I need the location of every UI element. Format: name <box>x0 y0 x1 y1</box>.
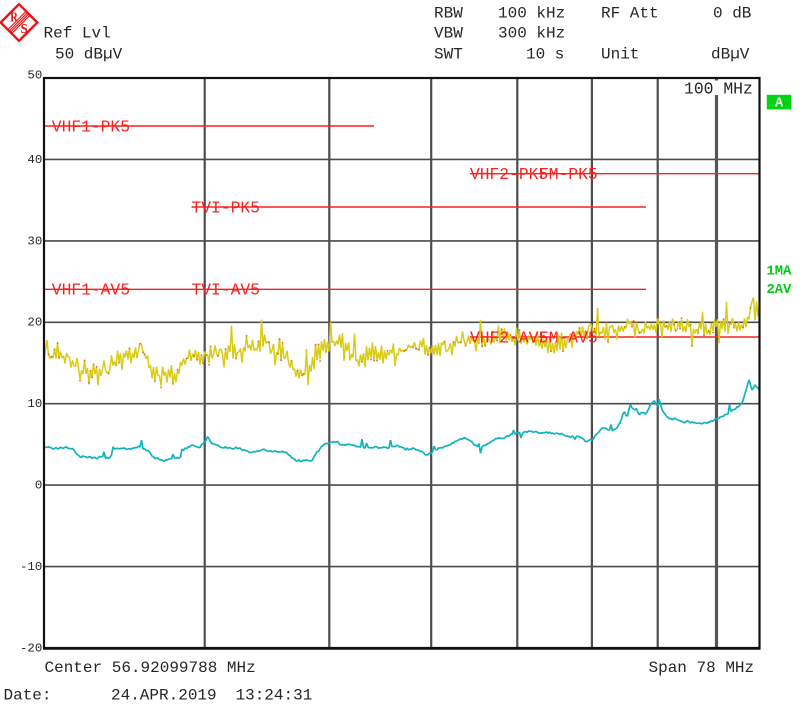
svg-text:2AV: 2AV <box>767 283 793 298</box>
svg-text:10: 10 <box>27 397 42 411</box>
svg-text:40: 40 <box>27 153 42 167</box>
svg-text:0 dB: 0 dB <box>713 4 751 22</box>
svg-text:Date:: Date: <box>4 686 52 704</box>
svg-text:TVI-PK5: TVI-PK5 <box>192 198 260 217</box>
svg-text:TVI-AV5: TVI-AV5 <box>192 281 260 300</box>
svg-text:VBW: VBW <box>434 24 463 42</box>
svg-text:Ref Lvl: Ref Lvl <box>44 24 111 42</box>
svg-text:-20: -20 <box>20 641 42 655</box>
svg-text:1MA: 1MA <box>767 265 793 280</box>
svg-text:S: S <box>21 21 28 36</box>
svg-text:VHF2-AV5: VHF2-AV5 <box>470 328 548 347</box>
svg-text:30: 30 <box>27 234 42 248</box>
svg-text:13:24:31: 13:24:31 <box>236 686 313 704</box>
svg-text:RF Att: RF Att <box>601 4 659 22</box>
svg-text:VHF1-PK5: VHF1-PK5 <box>52 117 130 136</box>
svg-text:300 kHz: 300 kHz <box>498 24 565 42</box>
svg-text:20: 20 <box>27 316 42 330</box>
svg-text:R: R <box>10 10 18 25</box>
svg-text:50 dBµV: 50 dBµV <box>55 46 123 64</box>
svg-text:RBW: RBW <box>434 4 463 22</box>
svg-text:VHF2-PK5: VHF2-PK5 <box>470 165 548 184</box>
svg-text:Unit: Unit <box>601 46 639 64</box>
svg-text:-10: -10 <box>20 560 42 574</box>
svg-text:A: A <box>775 97 784 112</box>
svg-text:0: 0 <box>35 479 42 493</box>
svg-text:50: 50 <box>27 68 42 82</box>
svg-text:VHF1-AV5: VHF1-AV5 <box>52 281 130 300</box>
svg-text:FM-PK5: FM-PK5 <box>539 165 598 184</box>
svg-text:dBµV: dBµV <box>711 46 750 64</box>
svg-text:24.APR.2019: 24.APR.2019 <box>111 686 217 704</box>
svg-text:100 MHz: 100 MHz <box>684 79 753 98</box>
svg-text:FM-AV5: FM-AV5 <box>539 328 598 347</box>
svg-text:10 s: 10 s <box>526 46 564 64</box>
svg-text:Center 56.92099788 MHz: Center 56.92099788 MHz <box>45 659 256 677</box>
svg-text:100 kHz: 100 kHz <box>498 4 565 22</box>
svg-text:SWT: SWT <box>434 46 463 64</box>
svg-text:Span 78 MHz: Span 78 MHz <box>649 659 755 677</box>
